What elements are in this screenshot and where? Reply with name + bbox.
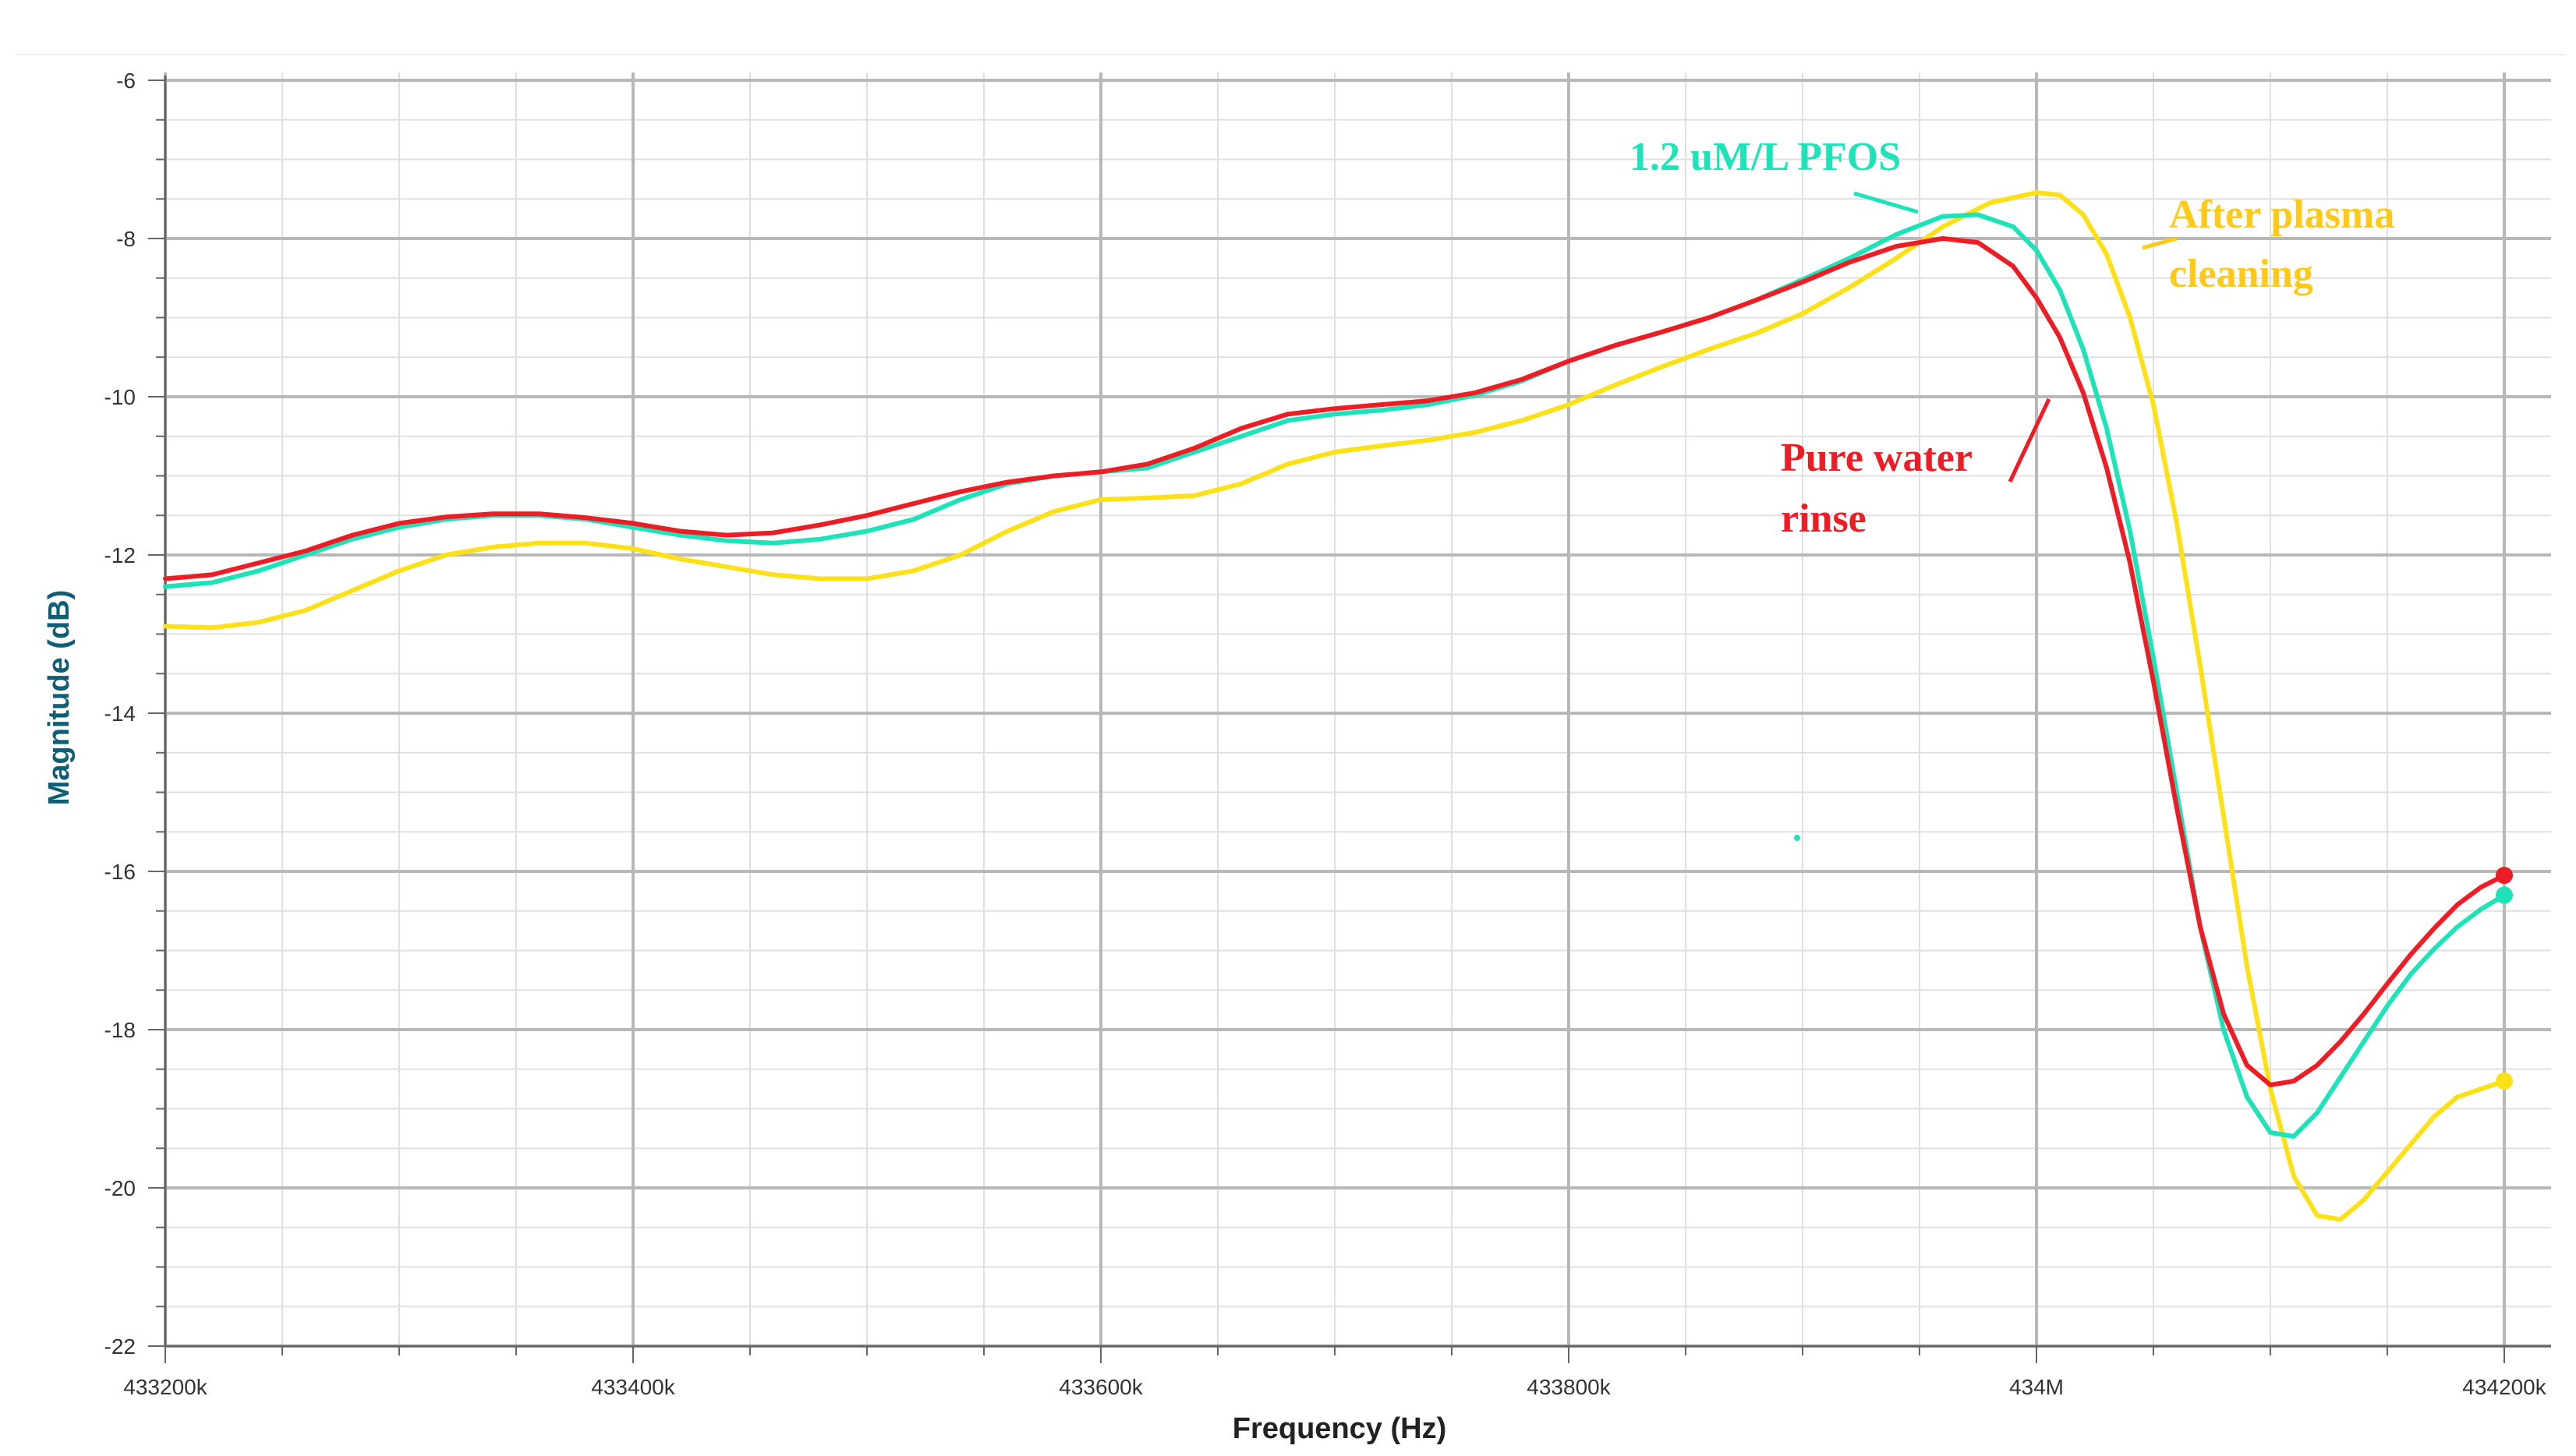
y-tick-label: -18 [104,1018,136,1042]
y-tick-label: -16 [104,860,136,884]
y-tick-label: -20 [104,1176,136,1200]
series-group [163,190,2513,1222]
x-tick-label: 433400k [591,1375,675,1399]
annotation-pfos: 1.2 uM/L PFOS [1629,135,1901,179]
y-tick-label: -12 [104,543,136,567]
series-end-marker-after-plasma-cleaning [2496,1072,2513,1090]
annotation-water-pointer [2008,398,2051,483]
annotation-plasma-line1: After plasma [2169,193,2394,237]
stray-dot [1794,835,1800,841]
x-tick-label: 433600k [1059,1375,1143,1399]
x-tick-label: 434200k [2462,1375,2546,1399]
x-tick-label: 433800k [1527,1375,1611,1399]
annotation-water-line1: Pure water [1781,436,1973,480]
x-tick-label: 433200k [123,1375,207,1399]
x-axis-title: Frequency (Hz) [1233,1412,1446,1445]
annotation-plasma-pointer [2142,236,2178,250]
series-line-pure-water-rinse [163,236,2507,1087]
y-tick-label: -14 [104,701,136,726]
x-tick-label: 434M [2009,1375,2064,1399]
tick-labels: -6 -8 -10 -12 -14 -16 -18 -20 -22 433200k 433400k 4… [104,69,2547,1399]
grid [164,72,2551,1348]
annotation-plasma-line2: cleaning [2169,252,2313,296]
y-axis-title: Magnitude (dB) [43,590,76,806]
series-end-marker-pure-water-rinse [2496,867,2513,885]
series-end-marker-1-2-um-l-pfos [2496,886,2513,904]
y-tick-label: -6 [116,69,136,93]
annotation-water-line2: rinse [1781,497,1867,541]
y-tick-label: -10 [104,385,136,409]
axes [148,76,2551,1363]
y-tick-label: -8 [116,227,136,251]
annotation-pfos-pointer [1853,191,1919,214]
series-line-after-plasma-cleaning [163,190,2507,1222]
y-tick-label: -22 [104,1334,136,1359]
